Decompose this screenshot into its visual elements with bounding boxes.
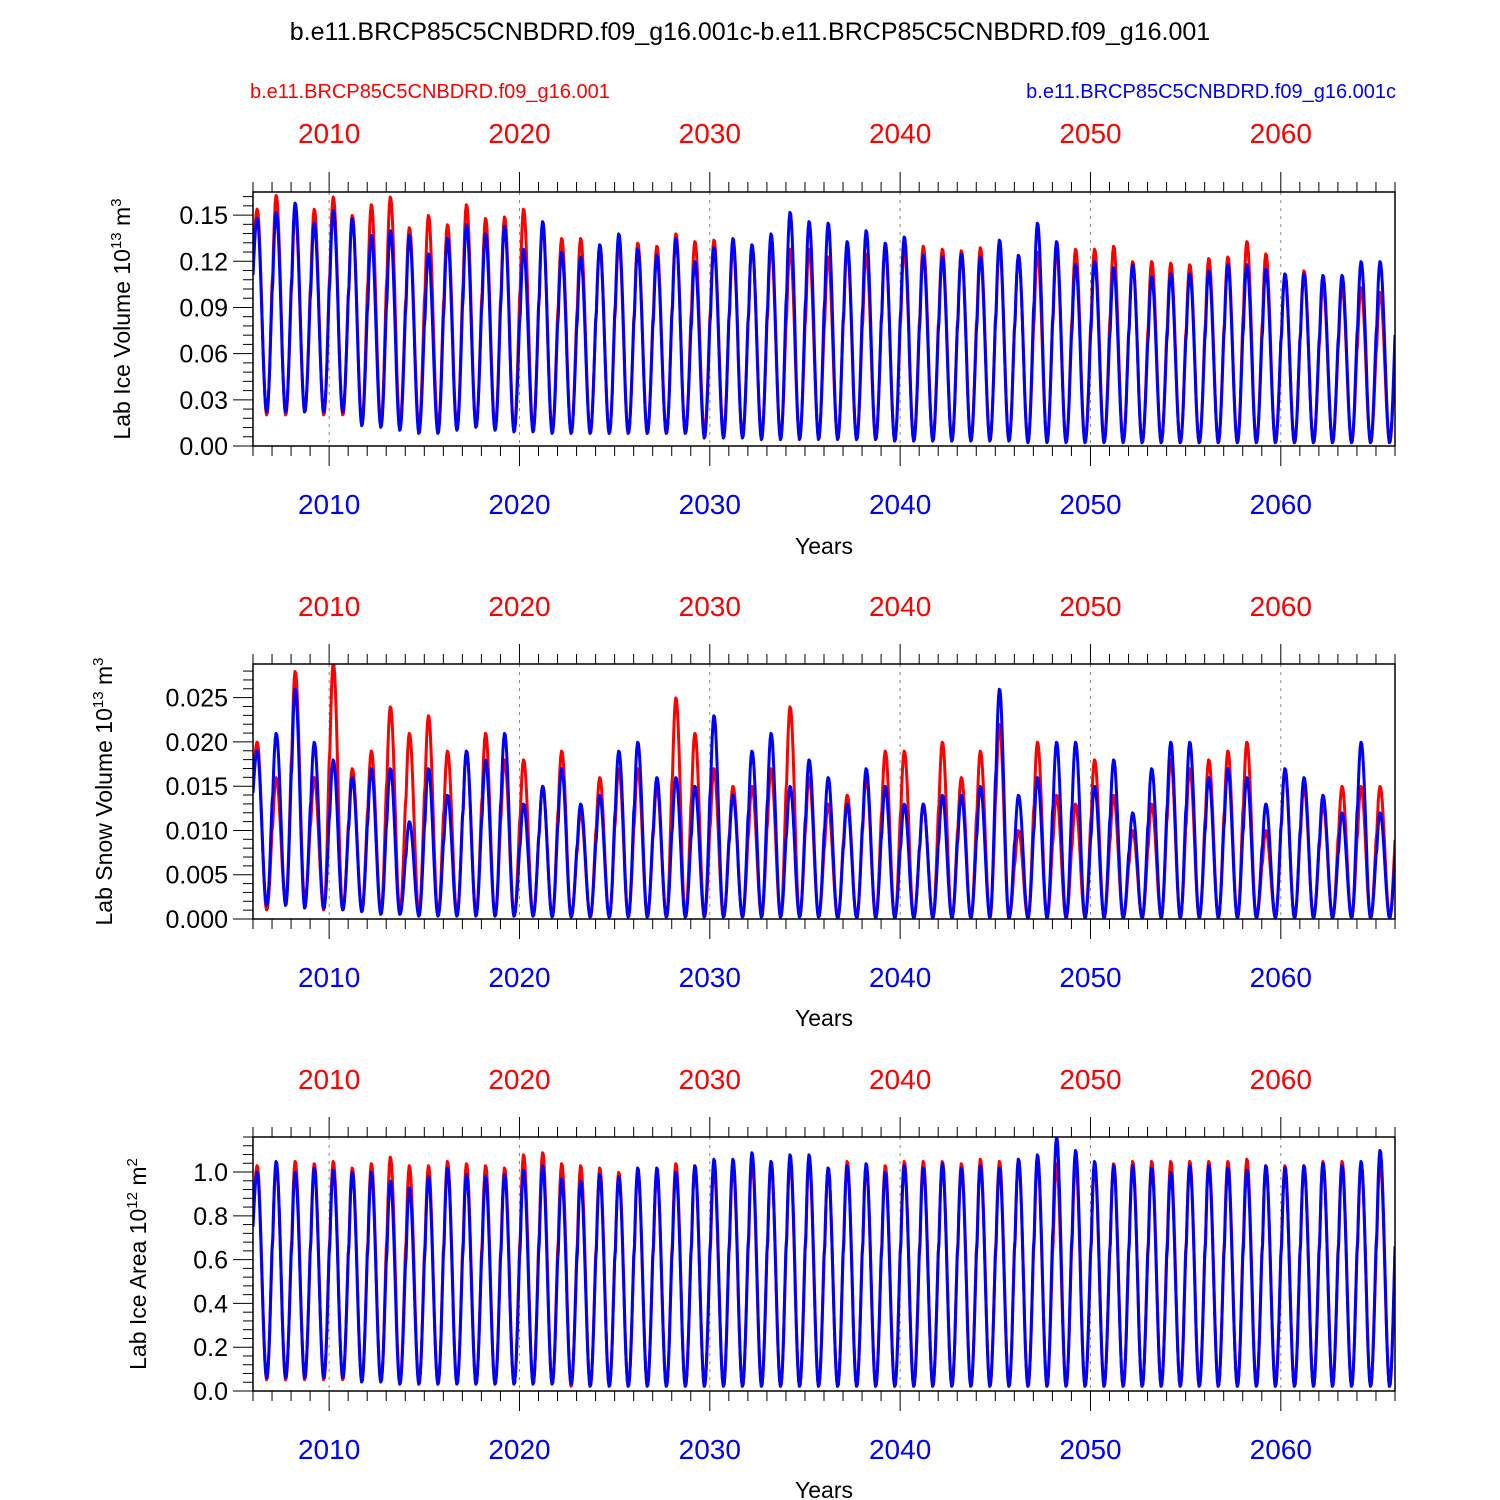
y-tick-label: 0.005 bbox=[165, 862, 228, 890]
y-tick-label: 0.8 bbox=[193, 1203, 228, 1231]
x-axis-label: Years bbox=[795, 1005, 853, 1031]
x-tick-label-bottom: 2010 bbox=[298, 489, 360, 520]
x-tick-label-top: 2020 bbox=[488, 118, 550, 149]
x-tick-label-top: 2050 bbox=[1059, 591, 1121, 622]
x-tick-label-bottom: 2030 bbox=[679, 1434, 741, 1465]
x-tick-label-bottom: 2050 bbox=[1059, 1434, 1121, 1465]
y-tick-label: 0.010 bbox=[165, 817, 228, 845]
chart-panel-2: 0.000 0.005 0.010 0.015 0.020 0.025 2010 2010 20… bbox=[90, 591, 1396, 1031]
y-tick-label: 0.020 bbox=[165, 729, 228, 757]
chart-title: b.e11.BRCP85C5CNBDRD.f09_g16.001c-b.e11.… bbox=[289, 18, 1211, 46]
x-tick-label-bottom: 2010 bbox=[298, 962, 360, 993]
y-tick-label: 0.09 bbox=[179, 294, 228, 322]
y-tick-label: 0.03 bbox=[179, 387, 228, 415]
y-tick-label: 0.15 bbox=[179, 202, 228, 230]
x-tick-label-bottom: 2020 bbox=[488, 1434, 550, 1465]
x-tick-label-bottom: 2020 bbox=[488, 962, 550, 993]
chart-panel-3: 0.0 0.2 0.4 0.6 0.8 1.0 2010 2010 2020 2020 2030 20… bbox=[124, 1064, 1396, 1500]
y-tick-label: 0.12 bbox=[179, 248, 228, 276]
y-tick-label: 0.4 bbox=[193, 1290, 228, 1318]
x-tick-label-top: 2020 bbox=[488, 591, 550, 622]
y-tick-label: 0.000 bbox=[165, 906, 228, 934]
x-tick-label-bottom: 2030 bbox=[679, 962, 741, 993]
x-tick-label-top: 2040 bbox=[869, 1064, 931, 1095]
x-tick-label-top: 2030 bbox=[679, 118, 741, 149]
x-tick-label-bottom: 2060 bbox=[1250, 962, 1312, 993]
y-tick-label: 0.025 bbox=[165, 685, 228, 713]
y-tick-label: 0.06 bbox=[179, 341, 228, 369]
x-tick-label-bottom: 2060 bbox=[1250, 1434, 1312, 1465]
y-tick-label: 0.2 bbox=[193, 1334, 228, 1362]
x-axis-label: Years bbox=[795, 533, 853, 559]
chart-panel-1: 0.00 0.03 0.06 0.09 0.12 0.15 2010 2010 2020 2020… bbox=[108, 118, 1396, 559]
x-tick-label-top: 2050 bbox=[1059, 1064, 1121, 1095]
x-tick-label-top: 2010 bbox=[298, 118, 360, 149]
y-tick-label: 1.0 bbox=[193, 1159, 228, 1187]
x-tick-label-bottom: 2050 bbox=[1059, 489, 1121, 520]
x-tick-label-top: 2050 bbox=[1059, 118, 1121, 149]
y-axis-label: Lab Snow Volume 1013 m3 bbox=[90, 658, 117, 926]
x-tick-label-top: 2010 bbox=[298, 1064, 360, 1095]
x-tick-label-bottom: 2030 bbox=[679, 489, 741, 520]
x-tick-label-top: 2060 bbox=[1250, 1064, 1312, 1095]
x-tick-label-top: 2060 bbox=[1250, 118, 1312, 149]
x-tick-label-bottom: 2040 bbox=[869, 489, 931, 520]
series-line-blue bbox=[253, 201, 1395, 445]
x-tick-label-top: 2030 bbox=[679, 1064, 741, 1095]
x-tick-label-bottom: 2050 bbox=[1059, 962, 1121, 993]
y-axis-label: Lab Ice Volume 1013 m3 bbox=[108, 198, 135, 439]
x-tick-label-top: 2030 bbox=[679, 591, 741, 622]
x-tick-label-top: 2010 bbox=[298, 591, 360, 622]
x-tick-label-bottom: 2040 bbox=[869, 962, 931, 993]
y-tick-label: 0.0 bbox=[193, 1378, 228, 1406]
x-tick-label-bottom: 2060 bbox=[1250, 489, 1312, 520]
y-axis-label: Lab Ice Area 1012 m2 bbox=[124, 1158, 151, 1370]
legend-label-blue: b.e11.BRCP85C5CNBDRD.f09_g16.001c bbox=[1026, 81, 1396, 103]
x-tick-label-bottom: 2040 bbox=[869, 1434, 931, 1465]
series-line-red bbox=[253, 664, 1395, 919]
x-axis-label: Years bbox=[795, 1477, 853, 1500]
y-tick-label: 0.015 bbox=[165, 773, 228, 801]
x-tick-label-bottom: 2010 bbox=[298, 1434, 360, 1465]
x-tick-label-top: 2020 bbox=[488, 1064, 550, 1095]
x-tick-label-bottom: 2020 bbox=[488, 489, 550, 520]
series-line-blue bbox=[253, 1137, 1395, 1388]
y-tick-label: 0.00 bbox=[179, 433, 228, 461]
x-tick-label-top: 2060 bbox=[1250, 591, 1312, 622]
series-line-blue bbox=[253, 687, 1395, 919]
y-tick-label: 0.6 bbox=[193, 1247, 228, 1275]
x-tick-label-top: 2040 bbox=[869, 591, 931, 622]
legend-label-red: b.e11.BRCP85C5CNBDRD.f09_g16.001 bbox=[250, 81, 610, 103]
x-tick-label-top: 2040 bbox=[869, 118, 931, 149]
